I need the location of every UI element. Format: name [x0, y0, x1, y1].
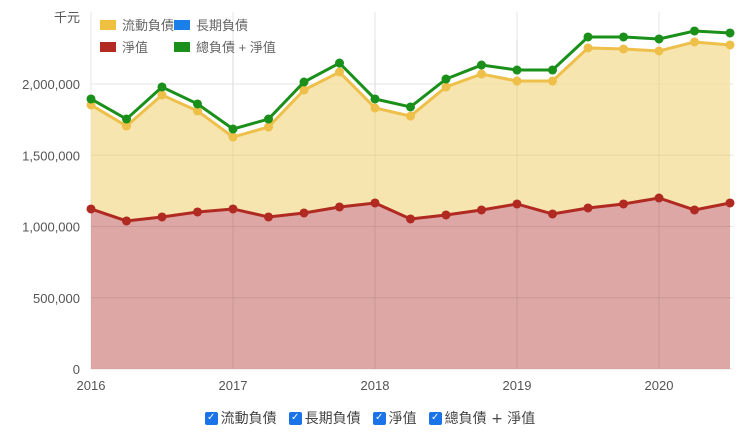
- net-worth-area: [91, 198, 730, 369]
- data-point: [157, 82, 167, 92]
- data-point: [122, 216, 131, 226]
- y-tick-label: 2,000,000: [22, 77, 80, 92]
- data-point: [122, 121, 131, 131]
- legend-swatch: [174, 20, 190, 30]
- unit-label: 千元: [54, 10, 80, 25]
- data-point: [228, 204, 238, 214]
- data-point: [264, 114, 273, 124]
- data-point: [619, 44, 628, 54]
- series-toggle-legend: ✓ 流動負債 ✓ 長期負債 ✓ 淨值 ✓ 總負債 + 淨值: [0, 408, 740, 428]
- toggle-current-liabilities[interactable]: ✓ 流動負債: [204, 408, 277, 428]
- data-point: [193, 106, 202, 116]
- data-point: [654, 46, 664, 56]
- data-point: [335, 67, 344, 77]
- data-point: [86, 204, 96, 214]
- data-point: [548, 76, 557, 86]
- legend-label: 長期負債: [196, 18, 248, 33]
- data-point: [512, 199, 522, 209]
- data-point: [619, 32, 628, 42]
- data-point: [654, 193, 664, 203]
- x-tick-label: 2016: [77, 378, 106, 393]
- data-point: [725, 198, 735, 208]
- data-point: [86, 94, 96, 104]
- toggle-net-worth[interactable]: ✓ 淨值: [372, 408, 417, 428]
- x-tick-label: 2019: [503, 378, 532, 393]
- data-point: [512, 76, 522, 86]
- current-liabilities-area: [91, 41, 730, 221]
- data-point: [122, 114, 131, 124]
- data-point: [583, 203, 593, 213]
- x-tick-label: 2017: [219, 378, 248, 393]
- data-point: [370, 103, 380, 113]
- data-point: [690, 26, 699, 36]
- legend-swatch: [100, 20, 116, 30]
- data-point: [548, 209, 557, 219]
- data-point: [228, 124, 238, 134]
- legend-label: 淨值: [122, 40, 148, 55]
- y-tick-label: 500,000: [33, 291, 80, 306]
- data-point: [299, 85, 309, 95]
- y-tick-label: 0: [73, 362, 80, 377]
- data-point: [583, 43, 593, 53]
- data-point: [406, 102, 415, 112]
- data-point: [193, 207, 202, 217]
- data-point: [441, 210, 451, 220]
- checkbox-icon[interactable]: ✓: [372, 411, 386, 425]
- data-point: [441, 74, 451, 84]
- data-point: [512, 65, 522, 75]
- data-point: [299, 208, 309, 218]
- checkbox-icon[interactable]: ✓: [288, 411, 302, 425]
- data-point: [583, 32, 593, 42]
- data-point: [441, 82, 451, 92]
- data-point: [299, 77, 309, 87]
- data-point: [725, 40, 735, 50]
- legend-swatch: [174, 42, 190, 52]
- data-point: [370, 94, 380, 104]
- x-tick-label: 2020: [645, 378, 674, 393]
- y-tick-label: 1,500,000: [22, 148, 80, 163]
- data-point: [335, 58, 344, 68]
- data-point: [370, 198, 380, 208]
- data-point: [690, 205, 699, 215]
- data-point: [264, 212, 273, 222]
- data-point: [477, 69, 486, 79]
- toggle-total[interactable]: ✓ 總負債 + 淨值: [428, 408, 535, 428]
- balance-chart: 0 500,000 1,000,000 1,500,000 2,000,000 2016 2…: [22, 10, 735, 393]
- legend-label: 流動負債: [122, 18, 174, 33]
- data-point: [619, 199, 628, 209]
- y-tick-label: 1,000,000: [22, 220, 80, 235]
- data-point: [654, 34, 664, 44]
- legend-swatch: [100, 42, 116, 52]
- data-point: [335, 202, 344, 212]
- data-point: [157, 212, 167, 222]
- data-point: [193, 99, 202, 109]
- x-tick-label: 2018: [361, 378, 390, 393]
- legend-label: 總負債 + 淨值: [196, 40, 276, 55]
- data-point: [725, 28, 735, 38]
- data-point: [157, 90, 167, 100]
- data-point: [406, 214, 415, 224]
- checkbox-icon[interactable]: ✓: [428, 411, 442, 425]
- data-point: [690, 37, 699, 47]
- data-point: [548, 65, 557, 75]
- data-point: [228, 132, 238, 142]
- data-point: [477, 60, 486, 70]
- data-point: [406, 111, 415, 121]
- data-point: [264, 122, 273, 132]
- checkbox-icon[interactable]: ✓: [204, 411, 218, 425]
- toggle-long-term-liabilities[interactable]: ✓ 長期負債: [288, 408, 361, 428]
- data-point: [477, 205, 486, 215]
